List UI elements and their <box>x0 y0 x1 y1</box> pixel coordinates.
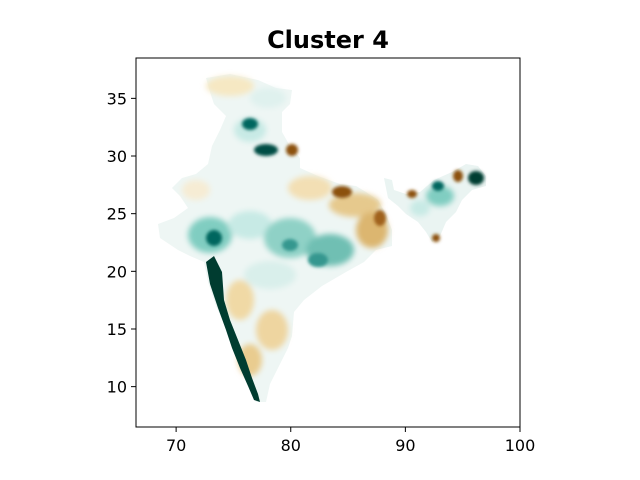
strong-anomaly-patches <box>206 118 484 267</box>
y-tick-label: 15 <box>107 320 127 339</box>
y-tick-label: 25 <box>107 205 127 224</box>
plot-frame <box>135 57 521 428</box>
y-tick-label: 20 <box>107 262 127 281</box>
map-area <box>158 74 486 402</box>
y-tick-label: 10 <box>107 378 127 397</box>
x-tick-label: 90 <box>395 436 415 455</box>
chart-title: Cluster 4 <box>267 26 389 54</box>
x-tick-label: 70 <box>166 436 186 455</box>
y-tick-label: 35 <box>107 89 127 108</box>
west-coast-band <box>206 256 260 402</box>
x-tick-label: 80 <box>281 436 301 455</box>
y-axis: 10 15 20 25 30 35 <box>107 89 136 397</box>
x-tick-label: 100 <box>505 436 536 455</box>
y-tick-label: 30 <box>107 147 127 166</box>
x-axis: 70 80 90 100 <box>166 427 535 455</box>
